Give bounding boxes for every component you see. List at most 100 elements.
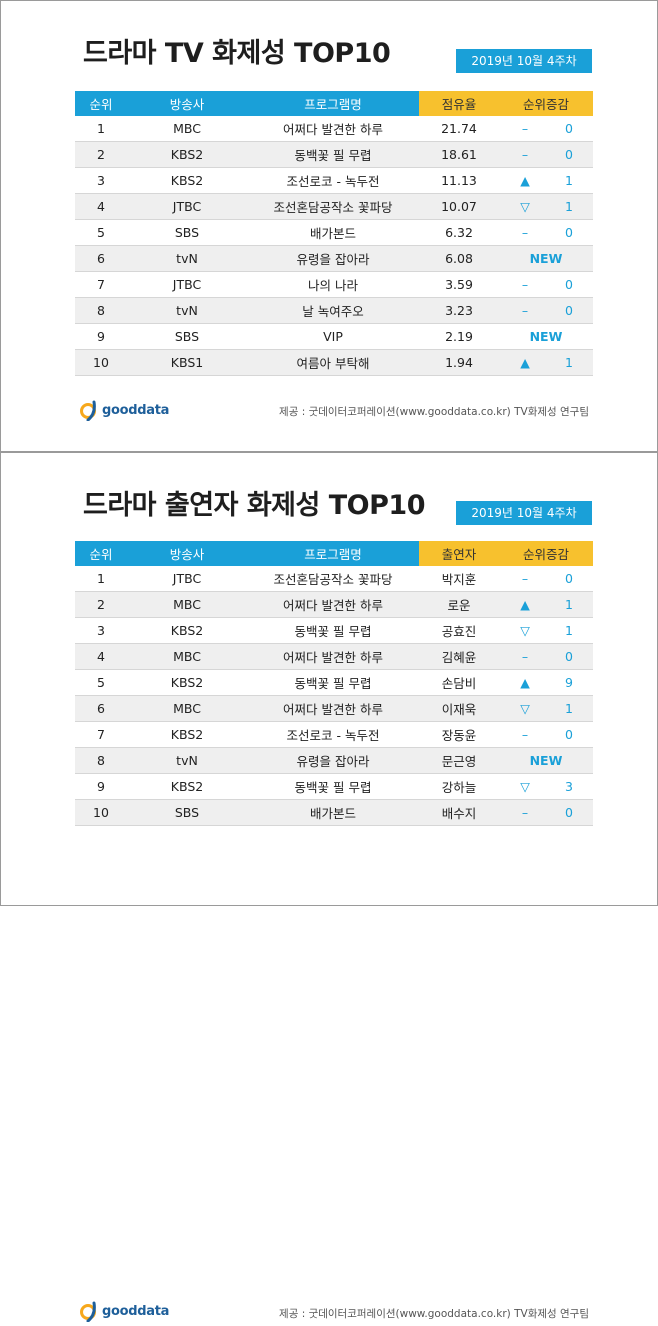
header-rank: 순위 bbox=[75, 541, 127, 566]
down-triangle-icon: ▽ bbox=[520, 199, 530, 214]
table-header-row: 순위 방송사 프로그램명 출연자 순위증감 bbox=[75, 541, 593, 566]
rank-change-value: 0 bbox=[565, 225, 573, 240]
up-triangle-icon: ▲ bbox=[520, 597, 530, 612]
rank-change-cell: –0 bbox=[499, 141, 593, 168]
broadcaster-cell: tvN bbox=[127, 297, 247, 324]
rank-change: ▲ 9 bbox=[499, 675, 593, 690]
rank-cell: 6 bbox=[75, 695, 127, 722]
rank-change-value: 1 bbox=[565, 623, 573, 638]
rank-cell: 7 bbox=[75, 271, 127, 298]
program-cell: 동백꽃 필 무렵 bbox=[247, 773, 419, 800]
rank-change-cell: ▲ 1 bbox=[499, 591, 593, 618]
program-cell: 어쩌다 발견한 하루 bbox=[247, 591, 419, 618]
program-cell: 어쩌다 발견한 하루 bbox=[247, 116, 419, 142]
broadcaster-cell: SBS bbox=[127, 799, 247, 826]
no-change-icon: – bbox=[521, 303, 529, 318]
rank-change-value: 0 bbox=[565, 571, 573, 586]
broadcaster-cell: KBS2 bbox=[127, 617, 247, 644]
share-cell: 10.07 bbox=[419, 193, 499, 220]
gooddata-logo: gooddata bbox=[79, 1300, 169, 1323]
share-cell: 11.13 bbox=[419, 167, 499, 194]
header-cast: 출연자 bbox=[419, 541, 499, 566]
share-cell: 3.23 bbox=[419, 297, 499, 324]
rank-change-value: 9 bbox=[565, 675, 573, 690]
rank-change-value: 0 bbox=[565, 121, 573, 136]
table-row: 8 tvN 유령을 잡아라 문근영 NEW bbox=[75, 747, 593, 774]
gooddata-logo: gooddata bbox=[79, 399, 169, 422]
program-cell: 어쩌다 발견한 하루 bbox=[247, 695, 419, 722]
rank-change-cell: –0 bbox=[499, 799, 593, 826]
table-row: 1 MBC 어쩌다 발견한 하루 21.74–0 bbox=[75, 116, 593, 142]
rank-change: ▽ 3 bbox=[499, 779, 593, 794]
rank-cell: 1 bbox=[75, 566, 127, 592]
program-cell: 나의 나라 bbox=[247, 271, 419, 298]
rank-change-value: 0 bbox=[565, 727, 573, 742]
rank-change: ▽ 1 bbox=[499, 701, 593, 716]
cast-cell: 로운 bbox=[419, 591, 499, 618]
broadcaster-cell: KBS2 bbox=[127, 721, 247, 748]
broadcaster-cell: KBS2 bbox=[127, 141, 247, 168]
up-triangle-icon: ▲ bbox=[520, 675, 530, 690]
rank-change-cell: ▽ 1 bbox=[499, 695, 593, 722]
rank-change-value: 1 bbox=[565, 199, 573, 214]
program-cell: 어쩌다 발견한 하루 bbox=[247, 643, 419, 670]
up-triangle-icon: ▲ bbox=[520, 173, 530, 188]
rank-cell: 10 bbox=[75, 799, 127, 826]
rank-change-value: 1 bbox=[565, 173, 573, 188]
rank-change-cell: –0 bbox=[499, 566, 593, 592]
share-cell: 1.94 bbox=[419, 349, 499, 376]
table-row: 3 KBS2 동백꽃 필 무렵 공효진 ▽ 1 bbox=[75, 617, 593, 644]
table-row: 3 KBS2 조선로코 - 녹두전 11.13 ▲ 1 bbox=[75, 167, 593, 194]
rank-cell: 6 bbox=[75, 245, 127, 272]
rank-change: –0 bbox=[499, 121, 593, 136]
up-triangle-icon: ▲ bbox=[520, 355, 530, 370]
rank-change-value: 1 bbox=[565, 597, 573, 612]
broadcaster-cell: tvN bbox=[127, 747, 247, 774]
no-change-icon: – bbox=[521, 121, 529, 136]
drama-ranking-panel: 드라마 TV 화제성 TOP10 2019년 10월 4주차 순위 방송사 프로… bbox=[0, 0, 658, 452]
rank-change-cell: –0 bbox=[499, 297, 593, 324]
rank-cell: 8 bbox=[75, 297, 127, 324]
rank-change-cell: –0 bbox=[499, 271, 593, 298]
header-broadcaster: 방송사 bbox=[127, 541, 247, 566]
new-badge: NEW bbox=[529, 329, 563, 344]
cast-cell: 강하늘 bbox=[419, 773, 499, 800]
rank-change: –0 bbox=[499, 303, 593, 318]
rank-change: –0 bbox=[499, 571, 593, 586]
rank-cell: 3 bbox=[75, 167, 127, 194]
rank-change-value: 1 bbox=[565, 701, 573, 716]
share-cell: 6.32 bbox=[419, 219, 499, 246]
table-row: 7 JTBC 나의 나라 3.59–0 bbox=[75, 271, 593, 298]
cast-cell: 김혜윤 bbox=[419, 643, 499, 670]
rank-change-cell: –0 bbox=[499, 721, 593, 748]
rank-change-value: 0 bbox=[565, 805, 573, 820]
rank-change-cell: ▲ 1 bbox=[499, 167, 593, 194]
rank-change: ▲ 1 bbox=[499, 173, 593, 188]
down-triangle-icon: ▽ bbox=[520, 779, 530, 794]
cast-cell: 공효진 bbox=[419, 617, 499, 644]
rank-change: ▲ 1 bbox=[499, 355, 593, 370]
table-row: 10 SBS 배가본드 배수지 –0 bbox=[75, 799, 593, 826]
rank-change-value: 0 bbox=[565, 303, 573, 318]
rank-change: ▽ 1 bbox=[499, 623, 593, 638]
cast-cell: 이재욱 bbox=[419, 695, 499, 722]
header-program: 프로그램명 bbox=[247, 541, 419, 566]
rank-change-value: 0 bbox=[565, 277, 573, 292]
broadcaster-cell: MBC bbox=[127, 591, 247, 618]
rank-change-cell: –0 bbox=[499, 219, 593, 246]
rank-change-cell: NEW bbox=[499, 323, 593, 350]
program-cell: 배가본드 bbox=[247, 799, 419, 826]
table-row: 9 SBS VIP 2.19 NEW bbox=[75, 323, 593, 350]
rank-change-value: 0 bbox=[565, 649, 573, 664]
table-header-row: 순위 방송사 프로그램명 점유율 순위증감 bbox=[75, 91, 593, 116]
rank-cell: 3 bbox=[75, 617, 127, 644]
broadcaster-cell: SBS bbox=[127, 323, 247, 350]
share-cell: 2.19 bbox=[419, 323, 499, 350]
broadcaster-cell: SBS bbox=[127, 219, 247, 246]
rank-change-cell: NEW bbox=[499, 747, 593, 774]
rank-change-value: 3 bbox=[565, 779, 573, 794]
source-credit: 제공 : 굿데이터코퍼레이션(www.gooddata.co.kr) TV화제성… bbox=[279, 406, 589, 418]
table-row: 7 KBS2 조선로코 - 녹두전 장동윤 –0 bbox=[75, 721, 593, 748]
no-change-icon: – bbox=[521, 727, 529, 742]
rank-change: ▽ 1 bbox=[499, 199, 593, 214]
